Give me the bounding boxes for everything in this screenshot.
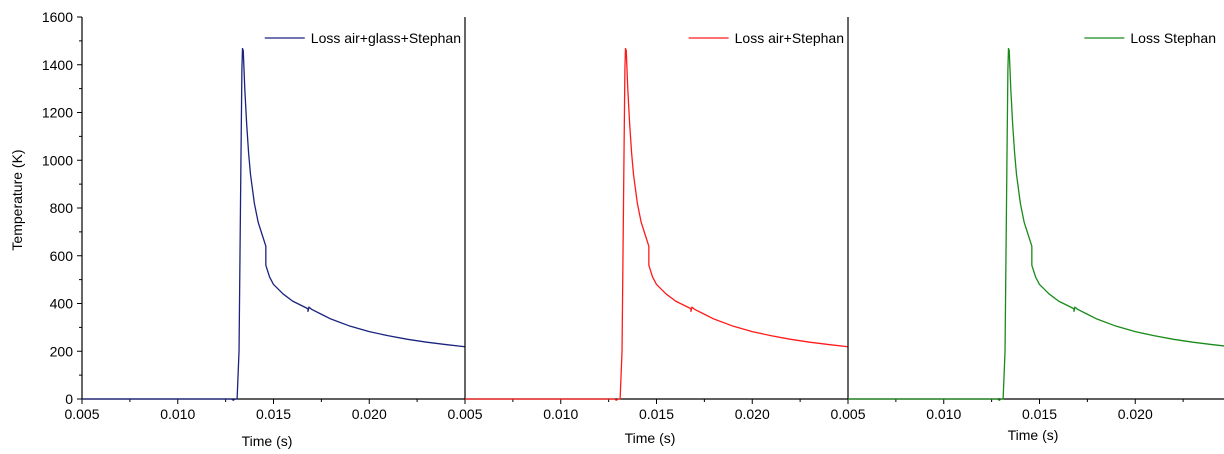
x-tick-label: 0.020 [735,406,770,422]
legend-label-1: Loss air+glass+Stephan [311,30,461,46]
x-tick-label: 0.005 [830,406,865,422]
y-tick-label: 600 [50,248,74,264]
x-tick-label: 0.015 [639,406,674,422]
panels-layer: 0.005 0.010 0.015 0.020 Time (s) Loss air+gla… [64,17,1224,449]
legend-label-2: Loss air+Stephan [735,30,844,46]
series-line-1 [82,47,466,401]
y-tick-label: 200 [50,343,74,359]
x-tick-label: 0.015 [256,406,291,422]
series-line-2 [465,47,849,401]
y-tick-label: 800 [50,200,74,216]
x-tick-label: 0.010 [926,406,961,422]
x-tick-label: 0.005 [64,406,99,422]
x-axis-title: Time (s) [242,433,293,449]
y-tick-label: 1600 [42,9,73,25]
x-tick-label: 0.005 [447,406,482,422]
y-axis-title: Temperature (K) [9,149,25,250]
y-tick-label: 400 [50,296,74,312]
x-tick-label: 0.010 [543,406,578,422]
x-tick-label: 0.020 [1118,406,1153,422]
y-tick-label: 1000 [42,152,73,168]
legend-label-3: Loss Stephan [1130,30,1216,46]
y-tick-label: 1400 [42,57,73,73]
x-axis-title: Time (s) [1008,427,1059,443]
x-tick-label: 0.015 [1022,406,1057,422]
panel-1: 0.005 0.010 0.015 0.020 Time (s) Loss air+gla… [64,30,466,449]
y-tick-label: 0 [65,391,73,407]
axes-layer: 0 200 400 600 800 1000 1200 1400 1600 [42,9,83,407]
x-axis-title: Time (s) [625,430,676,446]
x-tick-label: 0.020 [352,406,387,422]
x-tick-label: 0.010 [160,406,195,422]
panel-3: 0.005 0.010 0.015 0.020 Time (s) Loss Stephan [830,17,1224,443]
series-line-3 [848,47,1224,401]
y-tick-label: 1200 [42,105,73,121]
panel-2: 0.005 0.010 0.015 0.020 Time (s) Loss air+Ste… [447,17,849,446]
